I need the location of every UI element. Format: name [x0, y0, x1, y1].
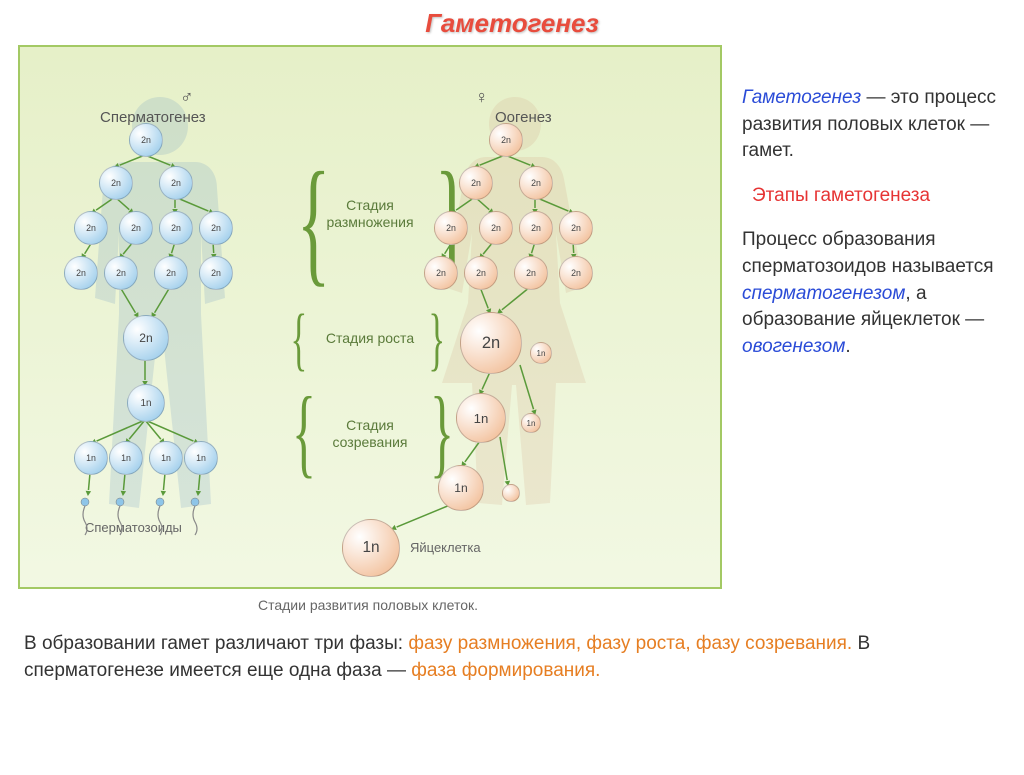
cell: 2n	[99, 166, 133, 200]
cell: 2n	[519, 166, 553, 200]
term-gametogenesis: Гаметогенез	[742, 87, 861, 108]
definition-para: Гаметогенез — это процесс развития полов…	[742, 85, 1006, 165]
cell: 2n	[559, 256, 593, 290]
cell: 2n	[159, 166, 193, 200]
cell: 2n	[64, 256, 98, 290]
diagram-col: ♂ ♀ Сперматогенез Оогенез Стадия размнож…	[18, 45, 722, 613]
cell: 2n	[464, 256, 498, 290]
cell: 2n	[199, 256, 233, 290]
phases-list: фазу размножения, фазу роста, фазу созре…	[408, 633, 852, 654]
cell: 1n	[74, 441, 108, 475]
cell: 2n	[489, 123, 523, 157]
cell: 1n	[184, 441, 218, 475]
cell: 1n	[521, 413, 541, 433]
page-title: Гаметогенез	[0, 8, 1024, 39]
cell: 2n	[559, 211, 593, 245]
cell: 1n	[127, 384, 165, 422]
cell: 2n	[459, 166, 493, 200]
cell: 1n	[342, 519, 400, 577]
cell: 2n	[123, 315, 169, 361]
cell: 1n	[149, 441, 183, 475]
cell: 2n	[514, 256, 548, 290]
cell: 2n	[434, 211, 468, 245]
term-ovogenesis: овогенезом	[742, 336, 845, 357]
sperm-icon	[151, 497, 169, 537]
cell: 2n	[424, 256, 458, 290]
cell: 1n	[438, 465, 484, 511]
content-row: ♂ ♀ Сперматогенез Оогенез Стадия размнож…	[0, 45, 1024, 613]
phase-formation: фаза формирования.	[411, 660, 600, 681]
stages-heading: Этапы гаметогенеза	[752, 183, 1006, 210]
cell: 2n	[159, 211, 193, 245]
cell: 2n	[129, 123, 163, 157]
sperm-icon	[76, 497, 94, 537]
sperm-icon	[186, 497, 204, 537]
cell: 2n	[479, 211, 513, 245]
cell: 2n	[104, 256, 138, 290]
cell	[502, 484, 520, 502]
cell: 2n	[154, 256, 188, 290]
bottom-text: В образовании гамет различают три фазы: …	[0, 613, 1024, 684]
cell: 2n	[119, 211, 153, 245]
processes-para: Процесс образования сперматозоидов назыв…	[742, 227, 1006, 360]
term-spermatogenesis: сперматогенезом	[742, 283, 905, 304]
cell: 2n	[74, 211, 108, 245]
cell: 2n	[199, 211, 233, 245]
sperm-icon	[111, 497, 129, 537]
side-text: Гаметогенез — это процесс развития полов…	[742, 45, 1006, 613]
diagram-caption: Стадии развития половых клеток.	[18, 597, 718, 613]
cell: 2n	[519, 211, 553, 245]
cell: 2n	[460, 312, 522, 374]
cell: 1n	[109, 441, 143, 475]
diagram-box: ♂ ♀ Сперматогенез Оогенез Стадия размнож…	[18, 45, 722, 589]
cell: 1n	[456, 393, 506, 443]
cell: 1n	[530, 342, 552, 364]
